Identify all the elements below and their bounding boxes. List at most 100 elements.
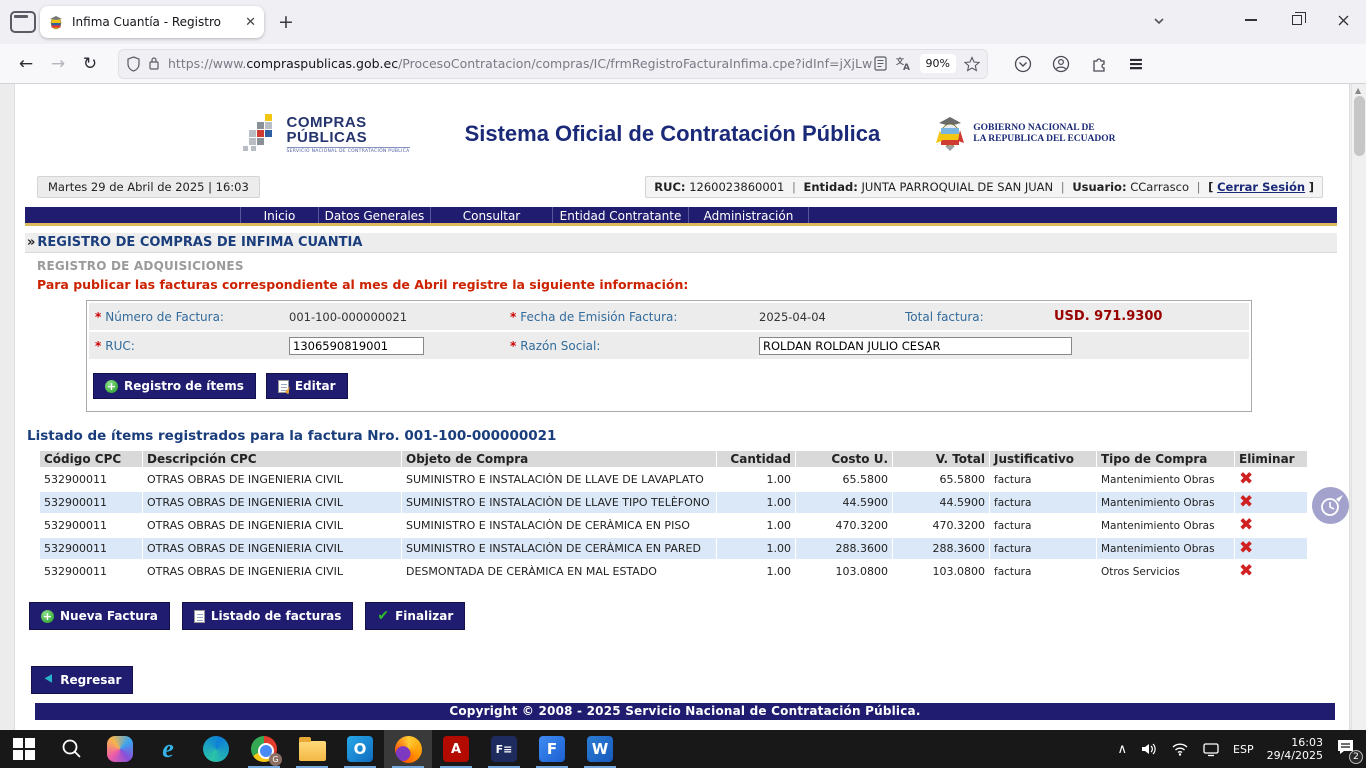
finalizar-button[interactable]: ✔ Finalizar: [365, 602, 466, 630]
taskbar-outlook-button[interactable]: O: [336, 730, 384, 768]
nav-item-entidad-contratante[interactable]: Entidad Contratante: [553, 207, 689, 223]
new-tab-button[interactable]: +: [278, 11, 294, 33]
lock-icon[interactable]: [148, 56, 160, 71]
usuario-value: CCarrasco: [1130, 180, 1189, 194]
restore-button[interactable]: [1274, 0, 1320, 40]
list-tabs-chevron-icon[interactable]: [1152, 14, 1166, 28]
edit-page-icon: [277, 379, 293, 394]
reload-icon[interactable]: ↻: [82, 53, 98, 74]
registro-items-button[interactable]: + Registro de ítems: [93, 373, 256, 399]
compras-publicas-logo: COMPRAS PÚBLICAS SERVICIO NACIONAL DE CO…: [242, 114, 410, 154]
actions-row: + Nueva Factura Listado de facturas ✔ Fina…: [29, 602, 1337, 630]
ruc-input[interactable]: [289, 336, 424, 355]
entidad-value: JUNTA PARROQUIAL DE SAN JUAN: [861, 180, 1054, 194]
tray-clock[interactable]: 16:03 29/4/2025: [1267, 736, 1323, 762]
regresar-button[interactable]: ⯇ Regresar: [31, 666, 134, 694]
account-icon[interactable]: [1052, 55, 1070, 73]
back-icon[interactable]: ←: [18, 53, 34, 74]
taskbar-acrobat-button[interactable]: A: [432, 730, 480, 768]
bookmark-star-icon[interactable]: [964, 55, 980, 72]
reader-mode-icon[interactable]: [873, 56, 887, 71]
page-scrollbar[interactable]: ▲: [1351, 84, 1366, 730]
firefox-icon: [394, 735, 422, 763]
display-cast-icon[interactable]: [1202, 742, 1220, 757]
razon-social-input[interactable]: [759, 336, 1072, 355]
taskbar-file-explorer-button[interactable]: [288, 730, 336, 768]
nav-item-administracion[interactable]: Administración: [689, 207, 809, 223]
taskbar-edge-button[interactable]: [192, 730, 240, 768]
notification-center-button[interactable]: 2: [1336, 738, 1363, 764]
url-bar[interactable]: https://www.compraspublicas.gob.ec/Proce…: [118, 48, 988, 79]
ruc-label: RUC:: [654, 180, 686, 194]
menu-hamburger-icon[interactable]: ≡: [1128, 52, 1144, 75]
tray-chevron-icon[interactable]: ∧: [1117, 741, 1128, 757]
col-cantidad: Cantidad: [717, 451, 795, 467]
language-indicator[interactable]: ESP: [1233, 742, 1254, 756]
close-button[interactable]: [1320, 0, 1366, 40]
url-text[interactable]: https://www.compraspublicas.gob.ec/Proce…: [168, 56, 873, 71]
footer-bar: Copyright © 2008 - 2025 Servicio Naciona…: [35, 703, 1335, 720]
logo-line2: PÚBLICAS: [286, 128, 368, 146]
ecuador-crest-icon: [936, 117, 965, 151]
nav-item-inicio[interactable]: Inicio: [241, 207, 319, 223]
numero-factura-value: 001-100-000000021: [289, 309, 408, 324]
speaker-icon[interactable]: [1140, 741, 1158, 757]
taskbar-search-button[interactable]: [48, 730, 96, 768]
delete-icon[interactable]: ✖: [1239, 538, 1254, 558]
delete-icon[interactable]: ✖: [1239, 515, 1254, 535]
browser-tab[interactable]: Infima Cuantía - Registro ✕: [40, 6, 264, 38]
nav-item-datos-generales[interactable]: Datos Generales: [319, 207, 431, 223]
col-costo-u: Costo U.: [796, 451, 892, 467]
breadcrumb: » REGISTRO DE COMPRAS DE INFIMA CUANTIA: [25, 233, 1337, 253]
scroll-up-icon[interactable]: ▲: [1355, 86, 1362, 95]
table-header-row: Código CPC Descripción CPC Objeto de Com…: [40, 451, 1307, 467]
nueva-factura-button[interactable]: + Nueva Factura: [29, 602, 170, 630]
page-title: Sistema Oficial de Contratación Pública: [464, 121, 881, 146]
extensions-puzzle-icon[interactable]: [1090, 55, 1108, 73]
forward-icon[interactable]: →: [50, 53, 66, 74]
floating-clock-widget[interactable]: [1312, 487, 1349, 524]
translate-icon[interactable]: 文A: [896, 56, 912, 71]
nav-item-consultar[interactable]: Consultar: [431, 207, 553, 223]
page-content: COMPRAS PÚBLICAS SERVICIO NACIONAL DE CO…: [14, 84, 1350, 730]
delete-icon[interactable]: ✖: [1239, 469, 1254, 489]
section-title: REGISTRO DE ADQUISICIONES: [37, 259, 244, 273]
delete-icon[interactable]: ✖: [1239, 561, 1254, 581]
listado-facturas-button[interactable]: Listado de facturas: [181, 602, 354, 630]
taskbar-fe-app-button[interactable]: F≡: [480, 730, 528, 768]
firefox-view-icon[interactable]: [10, 11, 36, 33]
tray-time: 16:03: [1291, 736, 1323, 749]
windows-logo-icon: [13, 738, 35, 760]
taskbar-internet-explorer-button[interactable]: e: [144, 730, 192, 768]
tab-title: Infima Cuantía - Registro: [72, 15, 221, 29]
start-button[interactable]: [0, 730, 48, 768]
zoom-level-chip[interactable]: 90%: [919, 54, 956, 73]
minimize-button[interactable]: [1228, 0, 1274, 40]
instruction-text: Para publicar las facturas correspondien…: [37, 277, 689, 292]
wifi-icon[interactable]: [1171, 742, 1189, 756]
svg-text:A: A: [903, 63, 910, 71]
pocket-icon[interactable]: [1014, 55, 1032, 73]
scrollbar-thumb[interactable]: [1354, 96, 1365, 156]
f-app-icon: F: [539, 736, 565, 762]
delete-icon[interactable]: ✖: [1239, 492, 1254, 512]
fecha-emision-value: 2025-04-04: [759, 309, 826, 324]
taskbar-firefox-button[interactable]: [384, 730, 432, 768]
logout-link[interactable]: Cerrar Sesión: [1217, 180, 1306, 194]
fe-app-icon: F≡: [491, 736, 517, 762]
tracking-shield-icon[interactable]: [126, 55, 141, 72]
tab-close-icon[interactable]: ✕: [245, 14, 256, 30]
taskbar-f-app-button[interactable]: F: [528, 730, 576, 768]
items-table: Código CPC Descripción CPC Objeto de Com…: [39, 449, 1308, 584]
taskbar-chrome-button[interactable]: G: [240, 730, 288, 768]
windows-taskbar: e G O A F≡ F W ∧ ESP 16:03 29/4/2025 2: [0, 730, 1366, 768]
taskbar-copilot-button[interactable]: [96, 730, 144, 768]
page-viewport: COMPRAS PÚBLICAS SERVICIO NACIONAL DE CO…: [0, 84, 1366, 730]
edge-icon: [203, 736, 229, 762]
back-arrow-icon: ⯇: [43, 672, 55, 688]
ruc-field-label: * RUC:: [95, 338, 135, 353]
editar-button[interactable]: Editar: [265, 373, 348, 399]
taskbar-word-button[interactable]: W: [576, 730, 624, 768]
col-tipo-compra: Tipo de Compra: [1097, 451, 1234, 467]
compras-publicas-mosaic-icon: [242, 114, 281, 154]
